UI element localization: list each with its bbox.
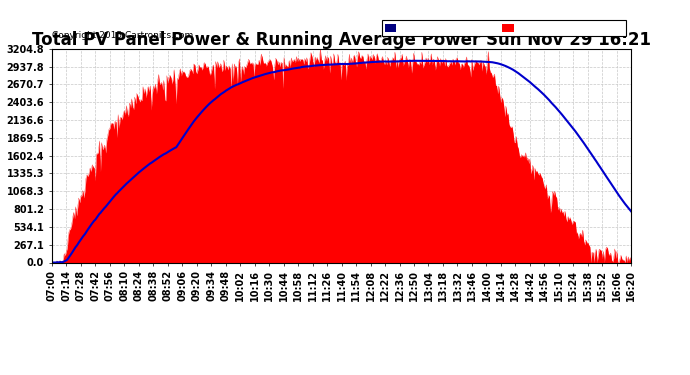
Text: Copyright 2015 Cartronics.com: Copyright 2015 Cartronics.com [52, 31, 193, 40]
Title: Total PV Panel Power & Running Average Power Sun Nov 29 16:21: Total PV Panel Power & Running Average P… [32, 31, 651, 49]
Legend: Average  (DC Watts), PV Panels  (DC Watts): Average (DC Watts), PV Panels (DC Watts) [382, 21, 627, 36]
